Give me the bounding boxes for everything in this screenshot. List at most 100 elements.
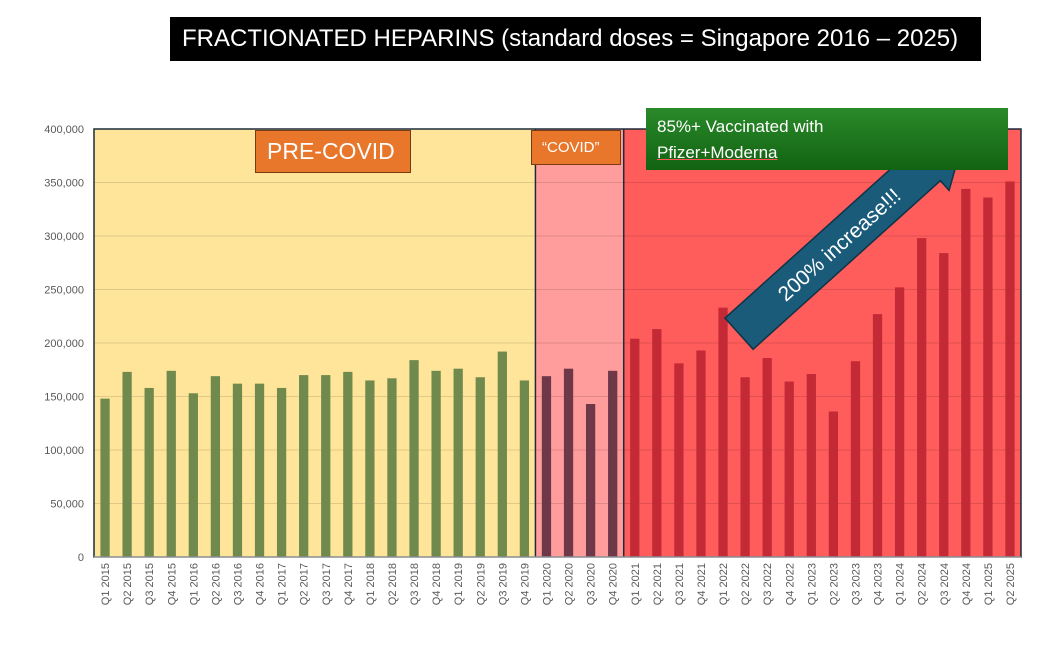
bar-q3-2020: [585, 403, 596, 557]
bar-q2-2018: [387, 378, 397, 557]
x-tick-label: Q4 2017: [343, 563, 355, 605]
bar-q2-2019: [475, 377, 485, 557]
x-tick-label: Q1 2023: [806, 563, 818, 605]
bar-q1-2022: [718, 307, 728, 557]
bar-q4-2020: [608, 370, 618, 557]
x-tick-label: Q1 2018: [365, 563, 377, 605]
bar-q4-2022: [784, 381, 794, 557]
x-tick-label: Q3 2019: [497, 563, 509, 605]
x-tick-label: Q1 2017: [277, 563, 289, 605]
x-tick-label: Q2 2017: [299, 563, 311, 605]
x-tick-label: Q2 2023: [828, 563, 840, 605]
covid-label: “COVID”: [531, 130, 621, 165]
bar-q3-2015: [144, 387, 154, 557]
chart-title: FRACTIONATED HEPARINS (standard doses = …: [170, 17, 981, 61]
bar-q2-2015: [122, 371, 132, 557]
vaccinated-line-2: Pfizer+Moderna: [657, 143, 778, 162]
x-tick-label: Q2 2020: [564, 563, 576, 605]
x-tick-label: Q3 2018: [409, 563, 421, 605]
bar-q3-2021: [674, 363, 684, 557]
bar-q1-2016: [188, 393, 198, 557]
bar-q4-2018: [431, 370, 441, 557]
bar-q2-2017: [299, 375, 309, 557]
x-tick-label: Q4 2016: [255, 563, 267, 605]
x-tick-label: Q3 2016: [232, 563, 244, 605]
bar-q1-2017: [276, 387, 287, 557]
bar-q2-2023: [828, 411, 839, 557]
bar-q4-2019: [519, 380, 530, 557]
vaccinated-line-1: 85%+ Vaccinated with: [657, 117, 824, 136]
x-tick-label: Q3 2017: [321, 563, 333, 605]
bar-q1-2018: [365, 380, 375, 557]
bar-q1-2020: [541, 376, 552, 557]
bar-q2-2022: [740, 377, 750, 557]
y-tick-label: 200,000: [44, 338, 84, 350]
x-tick-label: Q4 2015: [166, 563, 178, 605]
bar-q2-2016: [210, 376, 221, 557]
x-tick-label: Q4 2022: [784, 563, 796, 605]
x-tick-label: Q3 2024: [939, 563, 951, 605]
bar-q4-2023: [872, 314, 883, 557]
y-tick-label: 0: [78, 552, 84, 564]
x-tick-label: Q4 2018: [431, 563, 443, 605]
x-tick-label: Q3 2023: [850, 563, 862, 605]
x-tick-label: Q1 2015: [100, 563, 112, 605]
bar-q1-2019: [453, 368, 463, 557]
x-tick-label: Q1 2020: [541, 563, 553, 605]
y-tick-label: 250,000: [44, 285, 84, 297]
bar-q1-2021: [630, 338, 640, 557]
bar-q3-2016: [232, 383, 243, 557]
period-background: [623, 129, 1021, 557]
x-tick-label: Q3 2022: [762, 563, 774, 605]
x-tick-label: Q2 2021: [652, 563, 664, 605]
x-tick-label: Q2 2022: [740, 563, 752, 605]
x-tick-label: Q1 2022: [718, 563, 730, 605]
bar-q4-2017: [343, 371, 353, 557]
x-tick-label: Q1 2016: [188, 563, 200, 605]
x-tick-label: Q4 2020: [608, 563, 620, 605]
x-tick-label: Q1 2021: [630, 563, 642, 605]
bar-q2-2021: [652, 329, 662, 557]
vaccinated-annotation: 85%+ Vaccinated with Pfizer+Moderna: [646, 108, 1008, 170]
bar-q2-2024: [917, 238, 927, 557]
x-tick-label: Q2 2025: [1005, 563, 1017, 605]
bar-q3-2024: [939, 253, 949, 557]
x-tick-label: Q4 2024: [961, 563, 973, 605]
y-tick-label: 50,000: [50, 499, 84, 511]
bar-q3-2018: [409, 360, 419, 557]
bar-q1-2023: [806, 374, 816, 557]
bar-q4-2024: [961, 188, 971, 558]
bar-q3-2017: [321, 375, 331, 557]
x-tick-label: Q2 2019: [475, 563, 487, 605]
x-tick-label: Q1 2024: [895, 563, 907, 605]
x-tick-label: Q1 2025: [983, 563, 995, 605]
y-tick-label: 400,000: [44, 124, 84, 136]
x-tick-label: Q2 2018: [387, 563, 399, 605]
bar-q3-2022: [762, 357, 772, 557]
bar-q1-2015: [100, 398, 110, 557]
x-tick-label: Q3 2021: [674, 563, 686, 605]
x-tick-label: Q2 2015: [122, 563, 134, 605]
bar-q4-2016: [254, 383, 265, 557]
bar-q4-2021: [696, 350, 706, 557]
bar-q2-2020: [563, 368, 574, 557]
y-tick-label: 300,000: [44, 231, 84, 243]
x-tick-label: Q3 2015: [144, 563, 156, 605]
x-tick-label: Q3 2020: [586, 563, 598, 605]
y-tick-label: 100,000: [44, 445, 84, 457]
x-tick-label: Q2 2024: [917, 563, 929, 605]
bar-q1-2024: [894, 287, 905, 557]
bar-q4-2015: [166, 370, 176, 557]
bar-q3-2019: [497, 351, 507, 557]
pre-covid-label: PRE-COVID: [255, 130, 411, 173]
y-tick-label: 350,000: [44, 178, 84, 190]
x-tick-label: Q4 2023: [873, 563, 885, 605]
bar-q1-2025: [983, 197, 993, 558]
bar-q2-2025: [1005, 181, 1015, 557]
x-tick-label: Q4 2021: [696, 563, 708, 605]
x-tick-label: Q1 2019: [453, 563, 465, 605]
x-tick-label: Q4 2019: [519, 563, 531, 605]
x-tick-label: Q2 2016: [210, 563, 222, 605]
bar-q3-2023: [850, 361, 861, 557]
